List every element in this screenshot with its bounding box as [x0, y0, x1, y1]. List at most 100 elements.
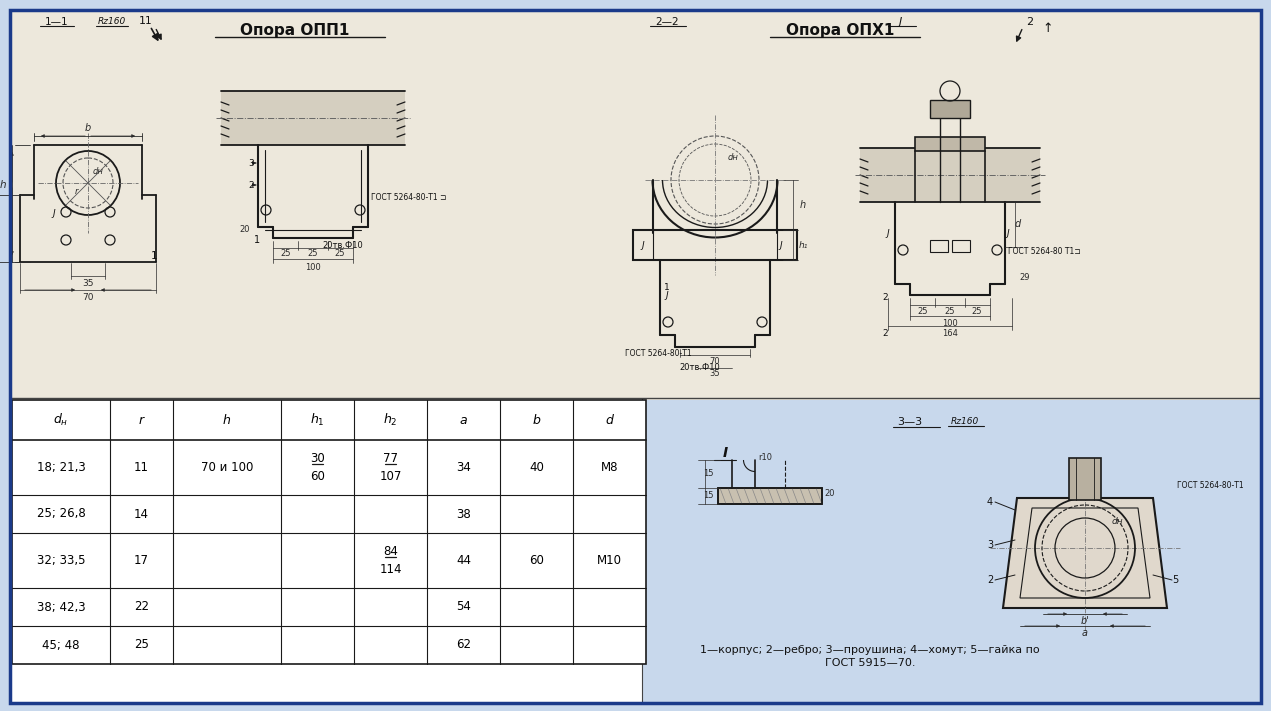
Text: I: I	[722, 446, 727, 460]
Text: 70: 70	[709, 358, 721, 366]
Text: ↑: ↑	[1042, 21, 1054, 35]
Bar	[930, 100, 970, 118]
Text: $d_н$: $d_н$	[53, 412, 69, 428]
Text: 22: 22	[133, 601, 149, 614]
Text: ГОСТ 5915—70.: ГОСТ 5915—70.	[825, 658, 915, 668]
Text: 25: 25	[334, 250, 346, 259]
Text: 77: 77	[383, 452, 398, 465]
Text: 3: 3	[988, 540, 993, 550]
Text: 25: 25	[972, 306, 982, 316]
Text: 14: 14	[133, 508, 149, 520]
Text: h: h	[799, 200, 806, 210]
Text: 2: 2	[882, 329, 888, 338]
Text: Опора ОПХ1: Опора ОПХ1	[785, 23, 895, 38]
Text: 20тв.Ф10: 20тв.Ф10	[323, 240, 364, 250]
Bar	[11, 400, 646, 664]
Text: 25: 25	[133, 638, 149, 651]
Text: dн: dн	[1111, 518, 1122, 527]
Text: 107: 107	[379, 470, 402, 483]
Text: b: b	[85, 123, 92, 133]
Text: ГОСТ 5264-80-Т1 ⊐: ГОСТ 5264-80-Т1 ⊐	[371, 193, 446, 201]
Text: $h_2$: $h_2$	[384, 412, 398, 428]
Text: 35: 35	[83, 279, 94, 289]
Text: 1: 1	[254, 235, 261, 245]
Text: 20тв.Ф10: 20тв.Ф10	[680, 363, 721, 372]
Bar	[633, 230, 797, 260]
Text: 40: 40	[529, 461, 544, 474]
Text: 32; 33,5: 32; 33,5	[37, 554, 85, 567]
Polygon shape	[1003, 498, 1167, 608]
Text: d: d	[1014, 219, 1021, 229]
Text: 25: 25	[281, 250, 291, 259]
Text: 3—3: 3—3	[897, 417, 923, 427]
Text: 100: 100	[305, 262, 320, 272]
Text: 84: 84	[383, 545, 398, 558]
Text: h₁: h₁	[798, 240, 807, 250]
Text: J: J	[52, 208, 56, 218]
Text: J: J	[1007, 230, 1009, 238]
Text: $h_1$: $h_1$	[310, 412, 325, 428]
Text: ГОСТ 5264-80-Т1: ГОСТ 5264-80-Т1	[1177, 481, 1243, 489]
Text: 1: 1	[665, 284, 670, 292]
Text: 60: 60	[310, 470, 325, 483]
Text: 25: 25	[944, 306, 956, 316]
Text: 54: 54	[456, 601, 472, 614]
Text: 1: 1	[145, 16, 151, 26]
Text: J: J	[666, 291, 669, 299]
Text: $h$: $h$	[222, 413, 231, 427]
Text: 1: 1	[139, 16, 145, 26]
Text: 34: 34	[456, 461, 472, 474]
Text: 100: 100	[942, 319, 958, 328]
Text: r10: r10	[758, 454, 771, 462]
Text: 1: 1	[151, 251, 158, 261]
Bar	[718, 488, 822, 504]
Bar	[718, 488, 822, 504]
Text: 60: 60	[529, 554, 544, 567]
Text: J: J	[779, 240, 783, 250]
Text: 45; 48: 45; 48	[42, 638, 80, 651]
Bar	[930, 240, 948, 252]
Text: 38: 38	[456, 508, 470, 520]
Bar	[1069, 458, 1101, 500]
Text: 70 и 100: 70 и 100	[201, 461, 253, 474]
Bar	[10, 398, 642, 703]
Text: 25; 26,8: 25; 26,8	[37, 508, 85, 520]
Text: ГОСТ 5264-80 Т1⊐: ГОСТ 5264-80 Т1⊐	[1008, 247, 1080, 257]
Text: 2: 2	[882, 294, 888, 302]
Text: 15: 15	[703, 469, 713, 479]
Text: 35: 35	[709, 370, 721, 378]
Text: 17: 17	[133, 554, 149, 567]
Text: 44: 44	[456, 554, 472, 567]
Text: b': b'	[1080, 616, 1089, 626]
Text: ГОСТ 5264-80-Т1: ГОСТ 5264-80-Т1	[625, 348, 691, 358]
Text: М8: М8	[601, 461, 618, 474]
Text: $a$: $a$	[459, 414, 468, 427]
Text: 1—1: 1—1	[46, 17, 69, 27]
Text: 1—корпус; 2—ребро; 3—проушина; 4—хомут; 5—гайка по: 1—корпус; 2—ребро; 3—проушина; 4—хомут; …	[700, 645, 1040, 655]
Text: 38; 42,3: 38; 42,3	[37, 601, 85, 614]
Text: Rz160: Rz160	[951, 417, 979, 427]
Text: 70: 70	[83, 294, 94, 302]
Text: Опора ОПП1: Опора ОПП1	[240, 23, 350, 38]
Text: 2—2: 2—2	[655, 17, 679, 27]
Text: 11: 11	[133, 461, 149, 474]
Text: J: J	[887, 230, 890, 238]
Text: a: a	[1082, 628, 1088, 638]
Text: 5: 5	[1172, 575, 1178, 585]
Text: 20: 20	[825, 488, 835, 498]
Text: h: h	[0, 180, 6, 190]
Text: $d$: $d$	[605, 413, 614, 427]
Bar	[221, 91, 405, 145]
Text: 62: 62	[456, 638, 472, 651]
Text: Rz160: Rz160	[98, 18, 126, 26]
Text: 4: 4	[988, 497, 993, 507]
Text: М10: М10	[597, 554, 622, 567]
Text: 29: 29	[1019, 272, 1031, 282]
Text: dн: dн	[727, 152, 738, 161]
Bar	[915, 137, 985, 151]
Text: 114: 114	[379, 563, 402, 576]
Text: 25: 25	[308, 250, 318, 259]
Text: 3: 3	[248, 159, 254, 168]
Text: 2: 2	[248, 181, 254, 190]
Text: dн: dн	[93, 166, 103, 176]
